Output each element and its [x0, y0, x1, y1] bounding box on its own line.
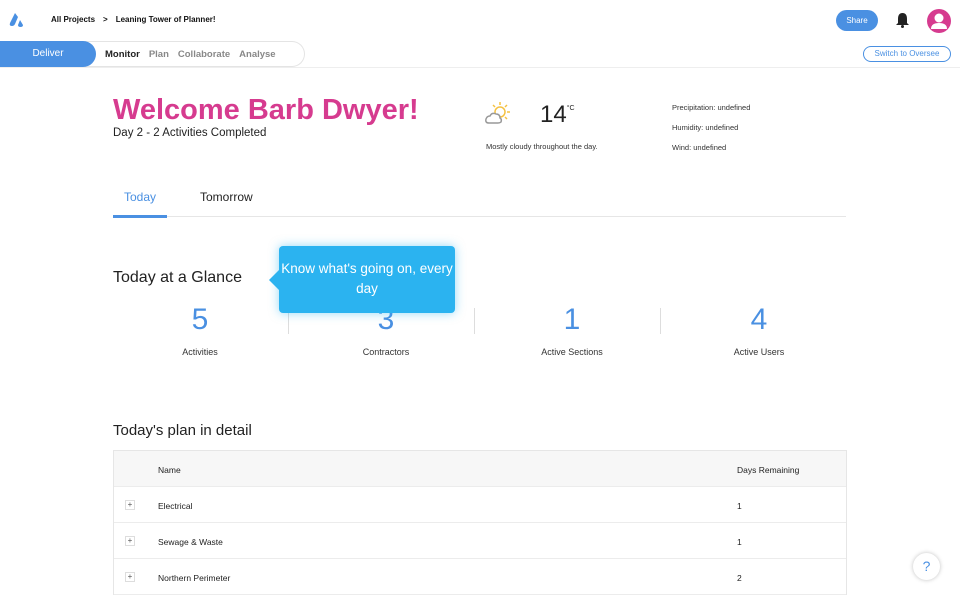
precipitation: Precipitation: undefined: [672, 103, 751, 112]
stat-active-users: 4 Active Users: [666, 303, 852, 357]
row-days: 2: [737, 573, 742, 583]
stat-label: Active Users: [733, 347, 785, 357]
welcome-subtitle: Day 2 - 2 Activities Completed: [113, 127, 267, 139]
temperature: 14°C: [540, 101, 575, 129]
stat-label: Active Sections: [541, 347, 603, 357]
expand-icon[interactable]: +: [125, 536, 135, 546]
breadcrumb: All Projects > Leaning Tower of Planner!: [51, 15, 224, 24]
divider: [0, 67, 960, 68]
nav-collaborate[interactable]: Collaborate: [177, 48, 231, 60]
day-tabs: Today Tomorrow: [113, 185, 846, 218]
glance-title: Today at a Glance: [113, 269, 242, 286]
share-button[interactable]: Share: [836, 10, 878, 31]
row-name: Electrical: [158, 501, 193, 511]
stat-label: Activities: [182, 347, 218, 357]
user-icon: [931, 13, 947, 29]
row-days: 1: [737, 501, 742, 511]
column-days-remaining[interactable]: Days Remaining: [737, 465, 800, 475]
nav-analyse[interactable]: Analyse: [239, 48, 276, 60]
nav-monitor[interactable]: Monitor: [105, 48, 140, 60]
top-bar: All Projects > Leaning Tower of Planner! S…: [0, 0, 960, 40]
stat-label: Contractors: [362, 347, 410, 357]
onboarding-tooltip: Know what's going on, every day: [269, 246, 455, 313]
column-name[interactable]: Name: [158, 465, 181, 475]
table-row[interactable]: + Sewage & Waste 1: [114, 523, 846, 559]
row-name: Northern Perimeter: [158, 573, 231, 583]
humidity: Humidity: undefined: [672, 123, 739, 132]
divider: [660, 308, 661, 334]
weather-description: Mostly cloudy throughout the day.: [486, 142, 598, 151]
temperature-unit: °C: [566, 105, 575, 112]
row-days: 1: [737, 537, 742, 547]
stat-activities: 5 Activities: [107, 303, 293, 357]
expand-icon[interactable]: +: [125, 572, 135, 582]
stat-value: 4: [750, 303, 768, 336]
stat-value: 1: [563, 303, 581, 336]
bell-icon[interactable]: [895, 12, 910, 28]
help-button[interactable]: ?: [913, 553, 940, 580]
row-name: Sewage & Waste: [158, 537, 223, 547]
table-header: Name Days Remaining: [114, 451, 846, 487]
app-logo[interactable]: [9, 12, 25, 28]
partly-cloudy-icon: [485, 102, 510, 124]
temperature-value: 14: [540, 101, 567, 128]
plan-title: Today's plan in detail: [113, 422, 252, 439]
avatar[interactable]: [927, 9, 951, 33]
expand-icon[interactable]: +: [125, 500, 135, 510]
deliver-mode-button[interactable]: Deliver: [0, 40, 96, 67]
tab-tomorrow[interactable]: Tomorrow: [200, 190, 253, 204]
welcome-title: Welcome Barb Dwyer!: [113, 94, 419, 126]
plan-table: Name Days Remaining + Electrical 1 + Sewage …: [113, 450, 847, 595]
mode-nav: Deliver Monitor Plan Collaborate Analyse: [0, 40, 305, 67]
breadcrumb-project[interactable]: Leaning Tower of Planner!: [115, 15, 216, 24]
table-row[interactable]: + Northern Perimeter 2: [114, 559, 846, 595]
divider: [288, 308, 289, 334]
stat-value: 5: [191, 303, 209, 336]
tab-today[interactable]: Today: [113, 190, 168, 218]
table-row[interactable]: + Electrical 1: [114, 487, 846, 523]
divider: [474, 308, 475, 334]
wind: Wind: undefined: [672, 143, 727, 152]
switch-to-oversee-button[interactable]: Switch to Oversee: [863, 46, 951, 62]
breadcrumb-separator: >: [103, 15, 108, 24]
breadcrumb-all-projects[interactable]: All Projects: [51, 15, 96, 24]
nav-plan[interactable]: Plan: [148, 48, 169, 60]
stat-active-sections: 1 Active Sections: [479, 303, 665, 357]
